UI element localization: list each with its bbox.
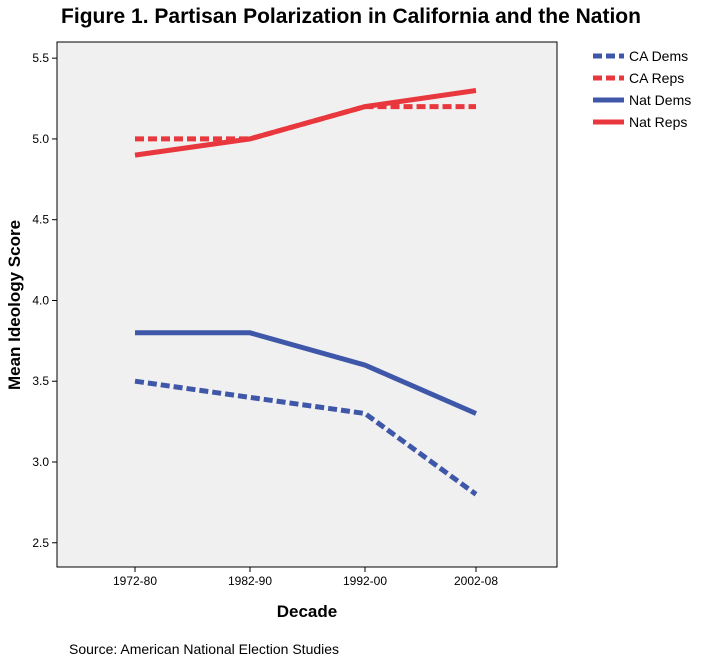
legend-label: CA Reps [629,70,684,86]
source-note: Source: American National Election Studi… [69,641,339,657]
chart-title: Figure 1. Partisan Polarization in Calif… [61,5,641,28]
x-axis-label: Decade [277,602,337,621]
y-axis-label: Mean Ideology Score [5,220,24,390]
plot-area [56,41,558,568]
legend-label: Nat Reps [629,114,687,130]
series-lines [134,88,478,497]
x-tick-label: 1992-00 [343,574,387,588]
y-tick-label: 3.0 [32,455,49,469]
x-axis: 1972-80 1982-90 1992-00 2002-08 [113,567,498,588]
y-tick-label: 4.5 [32,213,49,227]
x-tick-label: 2002-08 [454,574,498,588]
legend-label: CA Dems [629,48,688,64]
series-line-nat-reps [134,88,477,158]
legend: CA Dems CA Reps Nat Dems Nat Reps [593,48,691,130]
y-tick-label: 4.0 [32,293,49,307]
legend-label: Nat Dems [629,92,691,108]
x-tick-label: 1972-80 [113,574,157,588]
series-line-ca-dems [134,378,478,497]
y-axis: 2.5 3.0 3.5 4.0 4.5 5.0 5.5 [32,51,57,550]
y-tick-label: 5.5 [32,51,49,65]
y-tick-label: 2.5 [32,536,49,550]
y-tick-label: 5.0 [32,132,49,146]
x-tick-label: 1982-90 [228,574,272,588]
y-tick-label: 3.5 [32,374,49,388]
series-line-nat-dems [135,330,477,416]
